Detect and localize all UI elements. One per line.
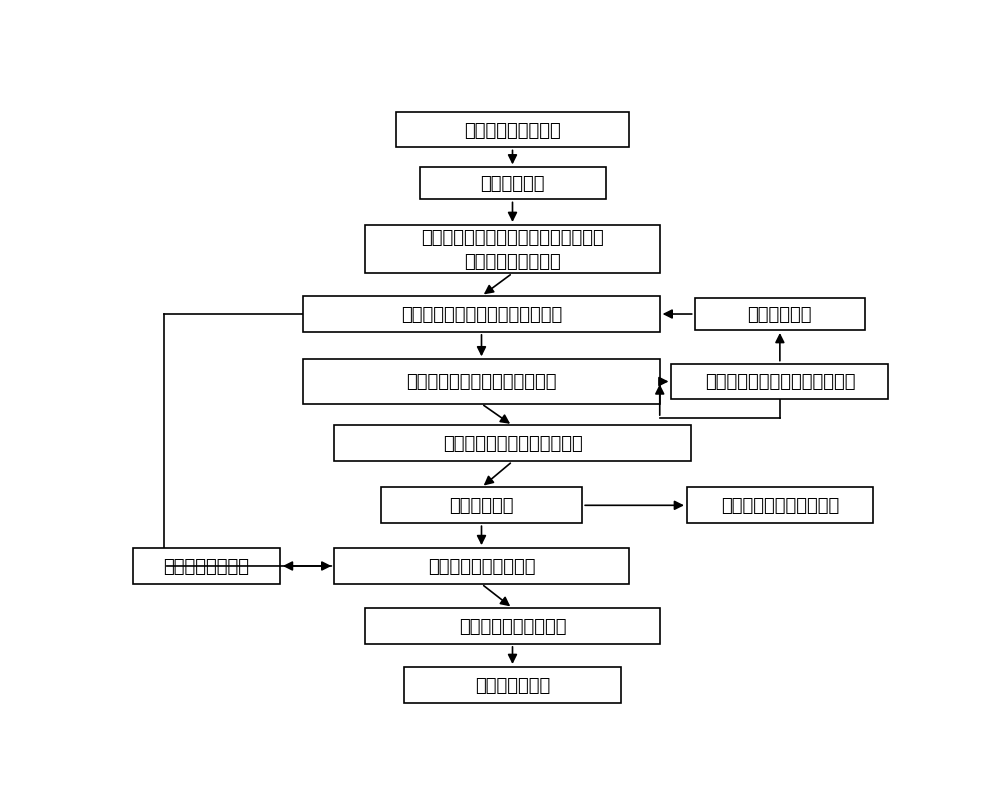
- Bar: [334, 426, 691, 462]
- Bar: [334, 548, 629, 585]
- Bar: [420, 168, 606, 200]
- Bar: [404, 667, 621, 703]
- Text: 进入分类板块: 进入分类板块: [480, 175, 545, 194]
- Text: 沟通合作细节: 沟通合作细节: [449, 497, 514, 515]
- Text: 合作结束支付合作金额: 合作结束支付合作金额: [459, 618, 566, 635]
- Bar: [303, 360, 660, 404]
- Text: 用户强制退出合作: 用户强制退出合作: [163, 557, 249, 575]
- Text: 在默认或设定范围内获取其他在线用户
信息并推送本人信息: 在默认或设定范围内获取其他在线用户 信息并推送本人信息: [421, 229, 604, 271]
- Bar: [396, 112, 629, 149]
- Bar: [381, 487, 582, 524]
- Bar: [365, 609, 660, 644]
- Bar: [365, 226, 660, 274]
- Text: 用户不参与合作退出界面: 用户不参与合作退出界面: [721, 497, 839, 515]
- Text: 确定合作进入合作状态: 确定合作进入合作状态: [428, 557, 535, 575]
- Bar: [687, 487, 873, 524]
- Text: 取消本次提醒: 取消本次提醒: [748, 306, 812, 324]
- Text: 有用户响应提醒进入合作界面: 有用户响应提醒进入合作界面: [443, 435, 582, 453]
- Bar: [303, 296, 660, 332]
- Text: 进入合作界面等待用户响应提醒: 进入合作界面等待用户响应提醒: [406, 373, 557, 391]
- Bar: [671, 364, 888, 400]
- Text: 相互评分和评论: 相互评分和评论: [475, 676, 550, 694]
- Bar: [133, 548, 280, 585]
- Text: 获取地理定位并显示: 获取地理定位并显示: [464, 121, 561, 140]
- Bar: [695, 299, 865, 331]
- Text: 在设定时间段内无用户响应提醒: 在设定时间段内无用户响应提醒: [705, 373, 855, 391]
- Text: 编辑一项提醒并推送到设定范围内: 编辑一项提醒并推送到设定范围内: [401, 306, 562, 324]
